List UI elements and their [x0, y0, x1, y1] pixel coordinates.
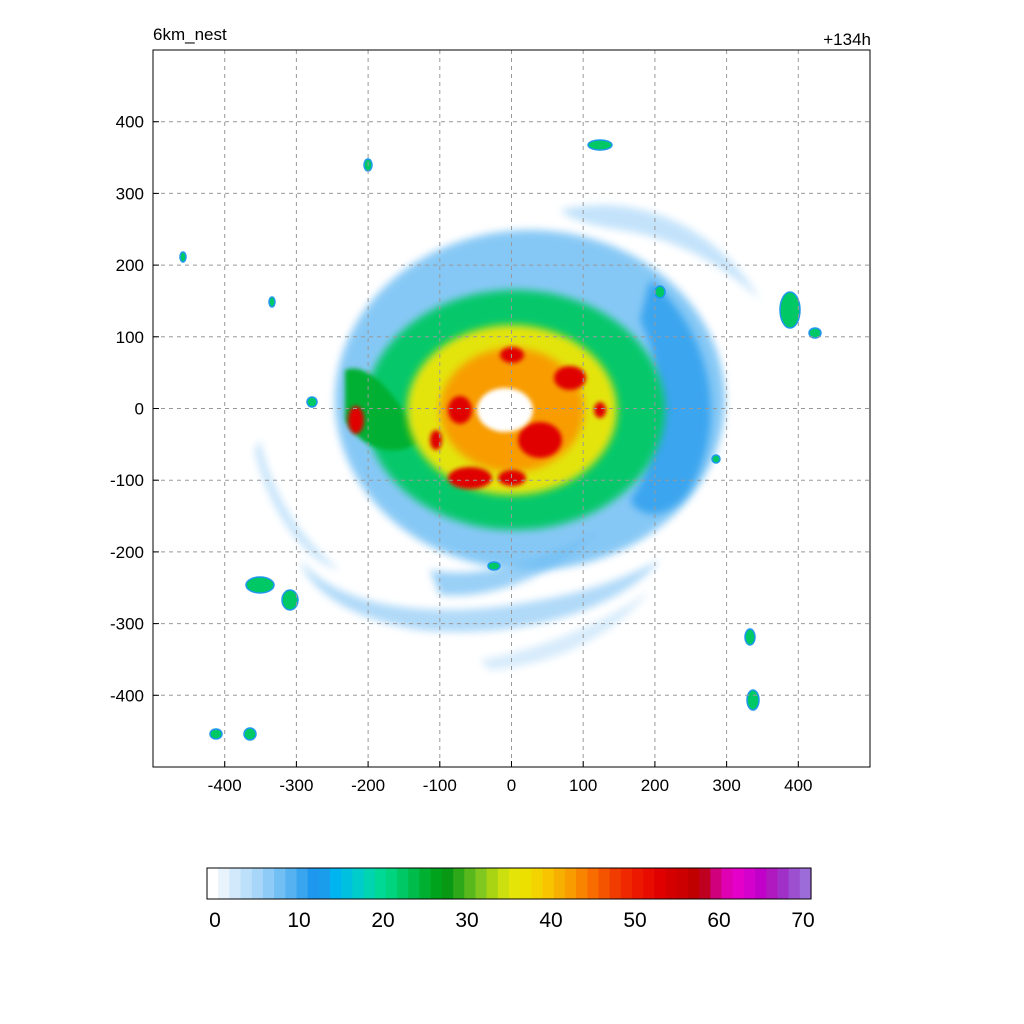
colorbar-swatch [240, 868, 253, 899]
colorbar-swatch [229, 868, 242, 899]
colorbar-swatch [453, 868, 465, 899]
colorbar-label: 30 [455, 909, 478, 932]
colorbar-label: 70 [791, 909, 814, 932]
colorbar-label: 50 [623, 909, 646, 932]
colorbar-swatch [799, 868, 812, 899]
y-tick-label: 400 [116, 113, 144, 132]
colorbar-swatch [699, 868, 711, 899]
colorbar-swatch [710, 868, 723, 899]
colorbar-swatch [352, 868, 365, 899]
colorbar-swatch [620, 868, 633, 899]
colorbar-swatch [632, 868, 644, 899]
colorbar-swatch [609, 868, 622, 899]
colorbar-swatch [542, 868, 555, 899]
colorbar-swatch [385, 868, 398, 899]
outer-band-south [300, 560, 660, 632]
colorbar-swatch [341, 868, 354, 899]
colorbar-swatch [464, 868, 477, 899]
y-tick-label: 200 [116, 256, 144, 275]
colorbar-swatch [766, 868, 779, 899]
colorbar-swatch [788, 868, 801, 899]
x-tick-label: 400 [784, 776, 812, 795]
colorbar-swatch [486, 868, 499, 899]
y-tick-label: -400 [110, 686, 144, 705]
colorbar-swatch [218, 868, 230, 899]
colorbar-frame [206, 867, 812, 900]
colorbar-swatch [564, 868, 577, 899]
storm-tail-east [630, 280, 711, 514]
y-tick-label: 100 [116, 328, 144, 347]
colorbar-swatch [687, 868, 700, 899]
colorbar-swatch [274, 868, 286, 899]
outer-band-northeast [560, 204, 760, 300]
colorbar-swatch [207, 868, 219, 899]
x-tick-label: 0 [507, 776, 516, 795]
y-tick-label: 300 [116, 184, 144, 203]
colorbar: 0 10 20 30 40 50 60 70 [206, 867, 815, 932]
colorbar-swatch [475, 868, 488, 899]
colorbar-swatch [743, 868, 756, 899]
colorbar-swatch [755, 868, 767, 899]
colorbar-swatch [665, 868, 678, 899]
colorbar-swatch [531, 868, 544, 899]
colorbar-swatch [430, 868, 443, 899]
x-tick-label: -100 [423, 776, 457, 795]
colorbar-swatch [777, 868, 790, 899]
colorbar-swatch [520, 868, 532, 899]
colorbar-label: 10 [287, 909, 310, 932]
colorbar-swatch [285, 868, 298, 899]
colorbar-label: 20 [371, 909, 394, 932]
x-tick-label: 300 [712, 776, 740, 795]
colorbar-swatch [296, 868, 309, 899]
outer-band-south-lower [480, 590, 650, 670]
convective-cores [348, 347, 606, 489]
x-tick-label: 200 [641, 776, 669, 795]
chart-title-left: 6km_nest [153, 25, 227, 44]
colorbar-swatch [598, 868, 611, 899]
outer-band-west [255, 440, 340, 570]
colorbar-swatch [363, 868, 376, 899]
colorbar-swatch [497, 868, 510, 899]
colorbar-label: 0 [209, 909, 221, 932]
y-tick-label: 0 [135, 400, 144, 419]
colorbar-swatch [251, 868, 264, 899]
colorbar-label: 60 [707, 909, 730, 932]
colorbar-swatch [587, 868, 600, 899]
scattered-cells [179, 139, 822, 741]
colorbar-swatch [397, 868, 409, 899]
storm-eye [477, 388, 533, 432]
colorbar-swatch [676, 868, 689, 899]
colorbar-swatch [441, 868, 454, 899]
y-tick-label: -100 [110, 471, 144, 490]
x-tick-label: -200 [351, 776, 385, 795]
y-axis: 400 300 200 100 0 -100 -200 -300 -400 [110, 113, 159, 705]
colorbar-swatch [732, 868, 745, 899]
x-tick-label: 100 [569, 776, 597, 795]
colorbar-swatch [318, 868, 331, 899]
chart-title-right: +134h [823, 30, 871, 49]
x-tick-label: -300 [279, 776, 313, 795]
green-arm-west [345, 368, 420, 451]
colorbar-swatch [419, 868, 432, 899]
colorbar-swatch [654, 868, 667, 899]
colorbar-swatch [721, 868, 734, 899]
colorbar-swatch [553, 868, 566, 899]
colorbar-swatch [408, 868, 421, 899]
y-tick-label: -200 [110, 543, 144, 562]
colorbar-swatch [307, 868, 320, 899]
y-tick-label: -300 [110, 615, 144, 634]
colorbar-swatch [262, 868, 275, 899]
colorbar-swatch [374, 868, 387, 899]
outer-band-southwest [430, 530, 600, 596]
storm-field [179, 139, 822, 741]
x-tick-label: -400 [208, 776, 242, 795]
colorbar-swatch [576, 868, 588, 899]
colorbar-swatch [643, 868, 656, 899]
colorbar-label: 40 [539, 909, 562, 932]
colorbar-swatch [509, 868, 521, 899]
x-axis: -400 -300 -200 -100 0 100 200 300 400 [208, 761, 812, 795]
colorbar-swatch [330, 868, 342, 899]
